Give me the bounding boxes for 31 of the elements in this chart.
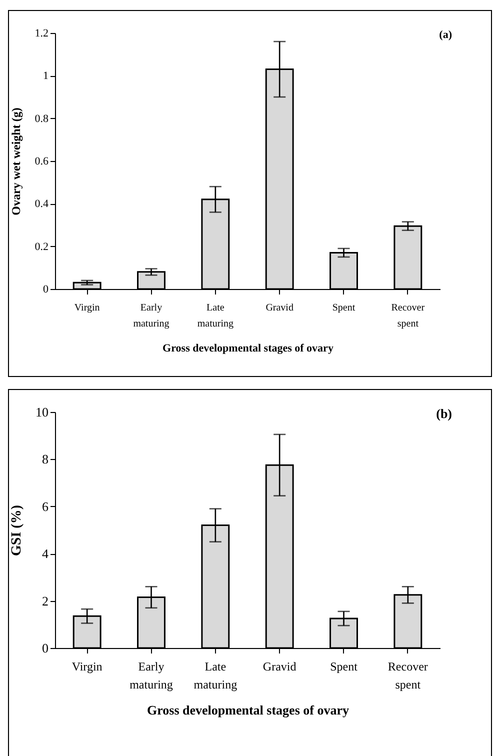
x-tick-label: Late maturing: [194, 660, 238, 692]
y-tick-label: 10: [36, 404, 48, 420]
y-tick-label: 8: [42, 452, 48, 467]
x-tick-label: Spent: [332, 302, 356, 314]
y-tick-label: 1: [43, 70, 48, 82]
y-axis-title: Ovary wet weight (g): [8, 108, 23, 216]
x-tick-label: Early maturing: [130, 660, 173, 692]
y-tick-label: 2: [42, 593, 48, 608]
x-tick-label: Recover spent: [391, 302, 426, 330]
x-tick-label: Virgin: [74, 302, 100, 314]
y-tick-label: 0.4: [34, 198, 49, 210]
annotation: (a): [439, 29, 452, 41]
x-tick-label: Gravid: [266, 302, 294, 314]
y-tick-label: 0: [42, 640, 48, 656]
x-tick-label: Virgin: [72, 660, 102, 674]
x-tick-label: Recover spent: [388, 660, 428, 692]
y-tick-label: 1.2: [34, 28, 48, 40]
x-tick-label: Late maturing: [197, 302, 234, 330]
x-tick-label: Early maturing: [133, 302, 170, 330]
x-axis-title: Gross developmental stages of ovary: [162, 342, 334, 354]
annotation: (b): [436, 406, 452, 421]
y-axis-title: GSI (%): [10, 504, 24, 556]
x-tick-label: Spent: [330, 660, 358, 674]
x-tick-label: Gravid: [262, 660, 296, 674]
y-tick-label: 0.2: [34, 240, 48, 253]
y-tick-label: 4: [42, 546, 49, 562]
y-tick-label: 6: [42, 498, 49, 514]
x-axis-title: Gross developmental stages of ovary: [147, 702, 350, 718]
y-tick-label: 0.8: [34, 112, 49, 125]
y-tick-label: 0.6: [34, 156, 49, 168]
y-tick-label: 0: [43, 284, 49, 296]
